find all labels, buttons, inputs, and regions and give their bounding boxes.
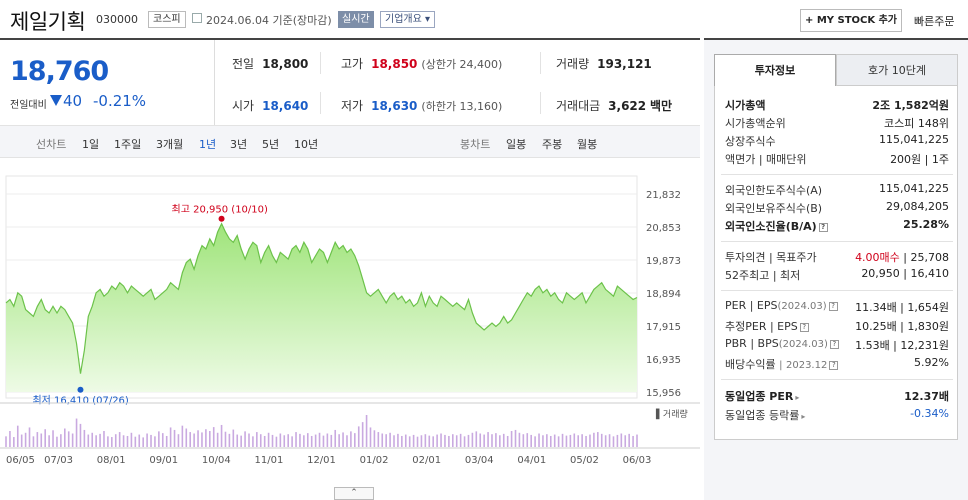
- x-tick-label: 11/01: [255, 455, 284, 466]
- volume-legend: ▌거래량: [655, 408, 688, 420]
- row-industry-per: 동일업종 PER ▸ 12.37배: [725, 390, 949, 403]
- row-est-per: 추정PER | EPS? 10.25배 | 1,830원: [725, 320, 949, 333]
- row-per: PER | EPS(2024.03)? 11.34배 | 1,654원: [725, 299, 949, 314]
- help-icon[interactable]: ?: [818, 222, 828, 232]
- quick-order-link[interactable]: 빠른주문: [914, 15, 955, 28]
- x-tick-label: 05/02: [570, 455, 599, 466]
- quote-prev: 전일 18,800: [232, 57, 309, 71]
- tab-invest-info[interactable]: 투자정보: [714, 54, 836, 86]
- row-foreign-limit: 외국인한도주식수(A) 115,041,225: [725, 182, 949, 197]
- period-5y[interactable]: 5년: [262, 138, 280, 151]
- candle-monthly[interactable]: 월봉: [577, 138, 598, 151]
- change-value: 40: [50, 92, 82, 110]
- high-marker: [218, 215, 225, 222]
- quote-high: 고가 18,850 (상한가 24,400): [341, 57, 503, 71]
- tab-orderbook[interactable]: 호가 10단계: [836, 54, 958, 86]
- chevron-right-icon[interactable]: ▸: [801, 412, 806, 421]
- x-tick-label: 08/01: [97, 455, 126, 466]
- period-1y[interactable]: 1년: [199, 138, 217, 151]
- row-market-cap-rank: 시가총액순위 코스피 148위: [725, 117, 949, 130]
- help-icon[interactable]: ?: [829, 339, 839, 349]
- y-tick-label: 17,915: [646, 322, 681, 333]
- row-foreign-rate: 외국인소진율(B/A)? 25.28%: [725, 218, 949, 233]
- x-tick-label: 07/03: [44, 455, 73, 466]
- help-icon[interactable]: ?: [829, 360, 839, 370]
- y-tick-label: 18,894: [646, 289, 681, 300]
- x-tick-label: 06/03: [623, 455, 652, 466]
- company-info-dropdown[interactable]: 기업개요 ▾: [380, 11, 436, 28]
- x-tick-label: 02/01: [412, 455, 441, 466]
- x-tick-label: 04/01: [517, 455, 546, 466]
- high-label: 최고 20,950 (10/10): [172, 204, 268, 216]
- price-area: [6, 223, 637, 392]
- down-triangle-icon: [50, 95, 62, 106]
- row-market-cap: 시가총액 2조 1,582억원: [725, 99, 949, 112]
- row-face-value: 액면가 | 매매단위 200원 | 1주: [725, 153, 949, 166]
- x-tick-label: 10/04: [202, 455, 231, 466]
- quote-open: 시가 18,640: [232, 99, 309, 113]
- my-stock-add-button[interactable]: + MY STOCK 추가: [800, 9, 902, 32]
- period-3y[interactable]: 3년: [230, 138, 248, 151]
- candle-weekly[interactable]: 주봉: [542, 138, 563, 151]
- x-tick-label: 12/01: [307, 455, 336, 466]
- change-label: 전일대비: [10, 100, 47, 111]
- row-pbr: PBR | BPS(2024.03)? 1.53배 | 12,231원: [725, 337, 949, 352]
- x-tick-label: 06/05: [6, 455, 35, 466]
- row-52week: 52주최고 | 최저 20,950 | 16,410: [725, 267, 949, 282]
- row-dividend: 배당수익률 | 2023.12? 5.92%: [725, 356, 949, 371]
- candle-daily[interactable]: 일봉: [506, 138, 527, 151]
- low-marker: [77, 386, 84, 393]
- market-badge: 코스피: [148, 11, 186, 28]
- quote-volume: 거래량 193,121: [556, 57, 652, 71]
- chart-collapse-button[interactable]: ⌃: [334, 487, 374, 500]
- quote-low: 저가 18,630 (하한가 13,160): [341, 99, 503, 113]
- row-foreign-hold: 외국인보유주식수(B) 29,084,205: [725, 200, 949, 215]
- row-shares: 상장주식수 115,041,225: [725, 133, 949, 148]
- row-opinion: 투자의견 | 목표주가 4.00매수 | 25,708: [725, 251, 949, 264]
- stock-code: 030000: [96, 13, 138, 26]
- x-tick-label: 01/02: [360, 455, 389, 466]
- chevron-down-icon: ▾: [425, 14, 431, 25]
- stock-name: 제일기획: [10, 10, 86, 34]
- realtime-button[interactable]: 실시간: [338, 11, 374, 28]
- candle-chart-label: 봉차트: [460, 138, 491, 151]
- y-tick-label: 21,832: [646, 190, 681, 201]
- quote-amount: 거래대금 3,622 백만: [556, 99, 673, 113]
- low-label: 최저 16,410 (07/26): [32, 395, 128, 407]
- period-selector: 선차트 1일 1주일 3개월 1년 3년 5년 10년 봉차트 일봉 주봉 월봉: [0, 125, 700, 158]
- line-chart-label: 선차트: [36, 138, 67, 151]
- period-10y[interactable]: 10년: [294, 138, 319, 151]
- period-1w[interactable]: 1주일: [114, 138, 142, 151]
- help-icon[interactable]: ?: [828, 301, 838, 311]
- x-tick-label: 03/04: [465, 455, 494, 466]
- price-chart[interactable]: 21,832 20,853 19,873 18,894 17,915 16,935 15,9…: [0, 158, 700, 498]
- y-tick-label: 20,853: [646, 223, 681, 234]
- main-panel: 18,760 전일대비 40 -0.21% 전일 18,800 고가 18,850(…: [0, 38, 700, 500]
- period-3m[interactable]: 3개월: [156, 138, 184, 151]
- y-tick-label: 16,935: [646, 355, 681, 366]
- y-tick-label: 19,873: [646, 256, 681, 267]
- help-icon[interactable]: ?: [799, 322, 809, 332]
- period-1d[interactable]: 1일: [82, 138, 100, 151]
- invest-info-box: 시가총액 2조 1,582억원 시가총액순위 코스피 148위 상장주식수 115,0…: [714, 86, 958, 440]
- stock-header: 제일기획 030000 코스피 2024.06.04 기준(장마감) 실시간 기…: [0, 0, 968, 38]
- change-percent: -0.21%: [93, 92, 147, 110]
- price-line: [5, 222, 638, 374]
- price-box: 18,760 전일대비 40 -0.21%: [0, 40, 215, 125]
- current-price: 18,760: [10, 56, 109, 87]
- row-industry-rate: 동일업종 등락률 ▸ -0.34%: [725, 407, 949, 422]
- base-date: 2024.06.04 기준(장마감): [206, 14, 332, 27]
- x-tick-label: 09/01: [149, 455, 178, 466]
- chevron-right-icon[interactable]: ▸: [795, 393, 800, 402]
- y-tick-label: 15,956: [646, 388, 681, 399]
- calendar-icon: [192, 13, 202, 23]
- side-panel: 투자정보 호가 10단계 시가총액 2조 1,582억원 시가총액순위 코스피 14…: [704, 38, 968, 500]
